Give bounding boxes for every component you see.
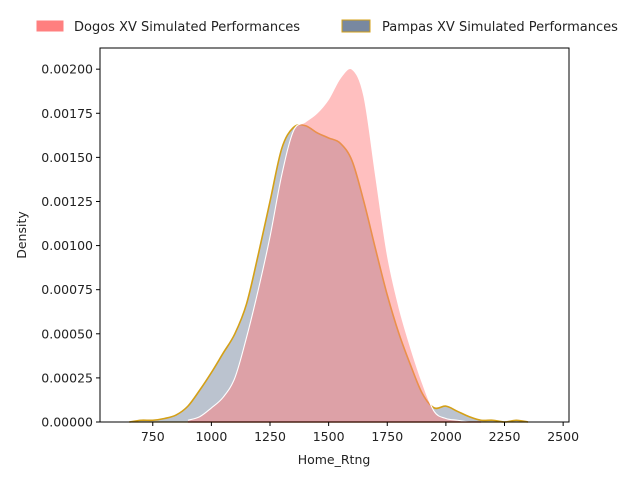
x-tick-label: 1000	[195, 429, 227, 444]
y-tick-label: 0.00025	[41, 370, 93, 385]
y-axis: 0.00000 0.00025 0.00050 0.00075 0.00100 0.001…	[41, 62, 100, 430]
plot-area	[129, 67, 529, 423]
y-tick-label: 0.00050	[41, 326, 93, 341]
legend-swatch-pampas	[341, 19, 371, 33]
legend-label-dogos: Dogos XV Simulated Performances	[74, 20, 300, 35]
y-tick-label: 0.00150	[41, 150, 93, 165]
y-tick-label: 0.00100	[41, 238, 93, 253]
plot-frame	[99, 47, 570, 423]
legend-swatch-dogos	[35, 19, 65, 33]
x-tick-label: 750	[141, 429, 165, 444]
x-axis-title: Home_Rtng	[298, 452, 371, 467]
density-area-dogos	[187, 68, 482, 423]
x-axis: 750 1000 1250 1500 1750 2000 2250 2500	[141, 422, 579, 444]
y-tick-label: 0.00000	[41, 415, 93, 430]
y-tick-label: 0.00175	[41, 106, 93, 121]
x-tick-label: 2250	[489, 429, 521, 444]
x-tick-label: 2500	[547, 429, 579, 444]
legend-label-pampas: Pampas XV Simulated Performances	[382, 20, 618, 35]
y-tick-label: 0.00125	[41, 194, 93, 209]
x-tick-label: 1500	[313, 429, 345, 444]
x-tick-label: 1250	[254, 429, 286, 444]
x-tick-label: 1750	[371, 429, 403, 444]
y-tick-label: 0.00200	[41, 62, 93, 77]
y-tick-label: 0.00075	[41, 282, 93, 297]
legend: Dogos XV Simulated Performances Pampas X…	[35, 19, 618, 35]
x-tick-label: 2000	[430, 429, 462, 444]
density-line-dogos	[187, 67, 482, 423]
y-axis-title: Density	[14, 211, 29, 259]
